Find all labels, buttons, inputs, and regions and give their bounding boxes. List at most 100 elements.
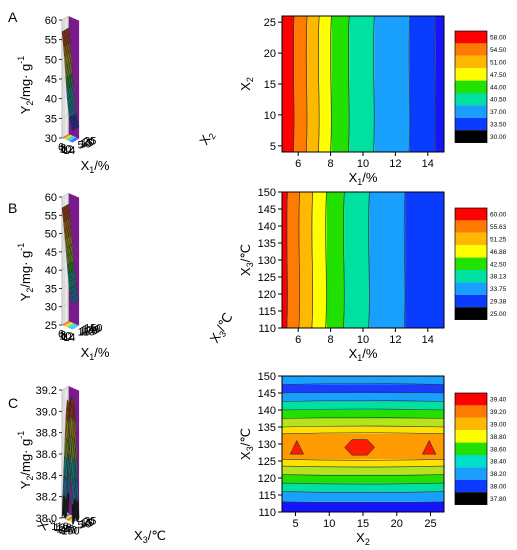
x-tick-label: 120 — [53, 522, 71, 534]
y-axis-label: X2 — [34, 517, 55, 533]
z-axis-label: Y2/mg· g-1 — [16, 431, 35, 490]
z-tick-label: 38.8 — [36, 428, 57, 440]
peak-spot-left — [289, 439, 305, 455]
surface-c — [59, 385, 80, 525]
floor-band — [63, 321, 71, 326]
legend-swatch — [455, 442, 487, 455]
legend-swatch — [455, 232, 487, 246]
contour-line — [325, 191, 327, 329]
y-axis-label: X3/℃ — [238, 428, 255, 460]
x-tick-label: 6 — [58, 328, 64, 340]
x-tick-label: 130 — [56, 523, 74, 535]
floor-band — [71, 324, 79, 330]
panel-label-b: B — [8, 200, 17, 216]
x-tick-label: 8 — [328, 158, 334, 170]
x-tick-label: 10 — [323, 518, 335, 530]
contour-line — [281, 400, 445, 402]
legend-label: 47.50 — [490, 72, 507, 79]
surface-a — [59, 15, 80, 143]
y-tick-label: 140 — [258, 405, 276, 417]
y-tick-label: 110 — [258, 507, 276, 519]
floor-band — [71, 137, 79, 143]
contour-band — [409, 16, 436, 152]
legend-label: 38.40 — [490, 459, 507, 466]
x-axis-label: X1/% — [349, 170, 378, 187]
legend-swatch — [455, 307, 487, 320]
svg-text:X2: X2 — [196, 128, 218, 148]
x-tick-label: 150 — [61, 526, 79, 538]
y-tick-label: 110 — [78, 327, 96, 339]
svg-text:X3/℃: X3/℃ — [238, 428, 255, 460]
y-tick-label: 150 — [258, 187, 276, 199]
contour-band — [282, 459, 444, 467]
legend-label: 51.00 — [490, 60, 507, 67]
legend-frame — [454, 392, 488, 505]
contour-line — [317, 15, 320, 153]
contour-c — [278, 375, 445, 516]
x-tick-label: 6 — [58, 141, 64, 153]
z-tick-label: 35 — [45, 113, 57, 125]
legend-label: 40.50 — [490, 97, 507, 104]
surface-cell — [61, 207, 64, 215]
floor-band — [71, 138, 80, 143]
contour-band — [287, 192, 300, 328]
contour-band — [282, 474, 444, 484]
svg-text:X2: X2 — [238, 77, 255, 91]
contour-band — [282, 483, 444, 492]
legend-swatch — [455, 130, 487, 143]
contour-line — [281, 432, 445, 435]
contour-band — [294, 16, 308, 152]
y-tick-label: 10 — [79, 519, 91, 531]
contour-line — [281, 383, 445, 385]
color-legend — [454, 392, 488, 505]
contour-band — [282, 418, 444, 427]
y-tick-label: 15 — [81, 518, 93, 530]
surface-cell — [61, 31, 64, 40]
svg-text:Y2/mg· g-1: Y2/mg· g-1 — [16, 243, 35, 302]
x-axis-label: X1/% — [349, 346, 378, 363]
legend-swatch — [455, 245, 487, 258]
x-tick-label: 8 — [328, 334, 334, 346]
svg-text:X3/℃: X3/℃ — [207, 310, 238, 346]
x-tick-label: 110 — [51, 521, 69, 533]
floor-band — [66, 136, 74, 141]
y-tick-label: 145 — [258, 204, 276, 216]
legend-swatch — [455, 93, 487, 106]
panel-label-a: A — [8, 9, 18, 25]
y-tick-label: 5 — [270, 141, 276, 153]
legend-label: 38.13 — [490, 274, 507, 281]
z-tick-label: 40 — [45, 94, 57, 106]
y-axis-label: X2 — [238, 77, 255, 91]
legend-swatch — [455, 80, 487, 93]
z-tick-label: 25 — [45, 320, 57, 332]
legend-swatch — [455, 479, 487, 493]
floor-band — [67, 323, 75, 328]
contour-line — [403, 191, 406, 329]
floor-band — [62, 321, 70, 326]
x-tick-label: 5 — [292, 518, 298, 530]
y-tick-label: 150 — [84, 323, 102, 335]
z-tick-label: 55 — [45, 35, 57, 47]
x-tick-label: 12 — [61, 144, 73, 156]
y-tick-label: 110 — [258, 323, 276, 335]
contour-line — [281, 491, 445, 493]
x-tick-label: 6 — [295, 334, 301, 346]
contour-band — [331, 16, 350, 152]
y-tick-label: 135 — [258, 422, 276, 434]
floor-band — [65, 322, 74, 327]
legend-swatch — [455, 43, 487, 56]
y-tick-label: 120 — [258, 289, 276, 301]
floor-band — [63, 134, 71, 139]
contour-band — [282, 393, 444, 402]
contour-band — [282, 466, 444, 475]
z-tick-label: 60 — [45, 15, 57, 27]
x-tick-label: 25 — [424, 518, 436, 530]
legend-swatch — [455, 68, 487, 81]
floor-band — [71, 325, 80, 330]
svg-text:Y2/mg· g-1: Y2/mg· g-1 — [16, 431, 35, 490]
legend-label: 38.20 — [490, 471, 507, 478]
legend-swatch — [455, 31, 487, 44]
x-tick-label: 12 — [389, 158, 401, 170]
contour-band — [344, 192, 370, 328]
floor-band — [68, 323, 76, 328]
